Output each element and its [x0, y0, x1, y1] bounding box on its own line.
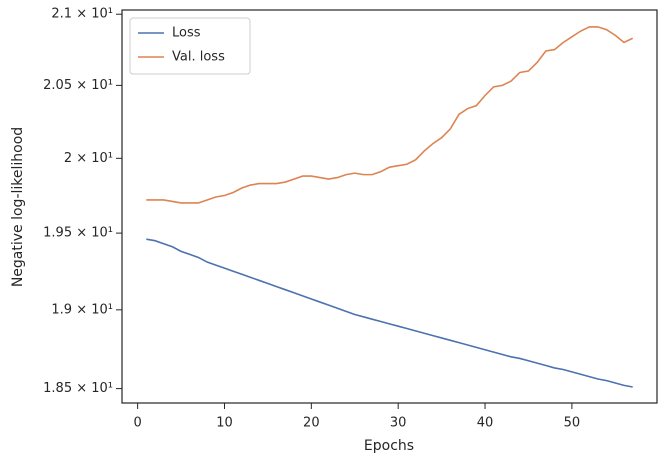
x-tick-label: 30: [390, 416, 407, 431]
legend-label: Loss: [172, 26, 201, 41]
x-axis-label: Epochs: [364, 438, 414, 454]
x-tick-label: 50: [564, 416, 581, 431]
y-axis-label: Negative log-likelihood: [10, 127, 26, 287]
x-tick-label: 40: [477, 416, 494, 431]
legend-label: Val. loss: [172, 50, 225, 65]
y-tick-label: 2.05 × 10¹: [43, 78, 113, 93]
x-tick-label: 10: [216, 416, 233, 431]
y-tick-label: 1.9 × 10¹: [51, 302, 113, 317]
plot-frame: [121, 9, 658, 404]
series-line: [146, 238, 633, 388]
legend-box: [129, 17, 251, 75]
y-tick-label: 1.85 × 10¹: [43, 381, 113, 396]
y-tick-label: 2.1 × 10¹: [51, 7, 113, 22]
x-tick-label: 20: [303, 416, 320, 431]
x-tick-label: 0: [133, 416, 141, 431]
y-tick-label: 1.95 × 10¹: [43, 226, 113, 241]
series-line: [146, 26, 634, 204]
y-tick-label: 2 × 10¹: [64, 151, 113, 166]
